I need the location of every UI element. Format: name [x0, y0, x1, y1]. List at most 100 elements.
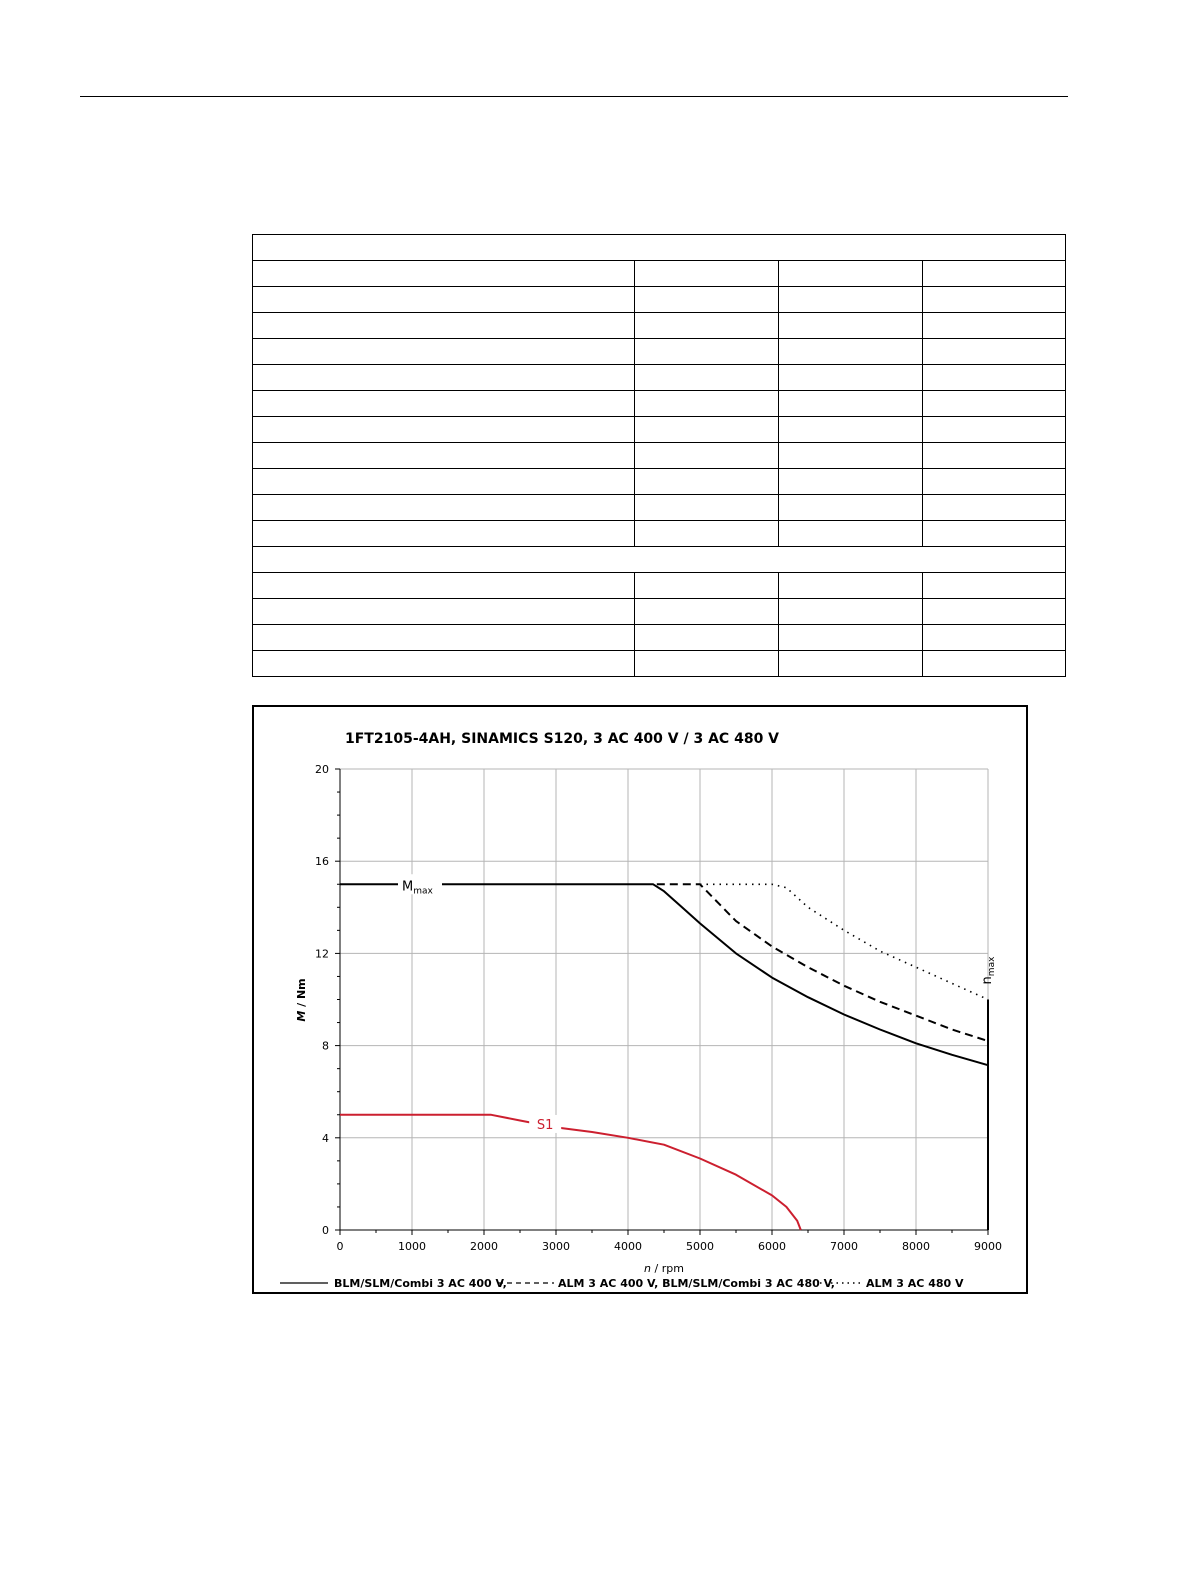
table-cell — [252, 572, 635, 599]
table-cell — [634, 520, 779, 547]
legend-label: BLM/SLM/Combi 3 AC 400 V, — [334, 1277, 507, 1290]
table-cell — [252, 650, 635, 677]
torque-speed-chart: 1FT2105-4AH, SINAMICS S120, 3 AC 400 V /… — [280, 731, 1002, 1290]
table-cell — [634, 364, 779, 391]
x-tick-label: 3000 — [542, 1240, 570, 1253]
series-line-s1 — [340, 1113, 802, 1231]
nmax-label-sub: max — [987, 956, 997, 976]
table-cell — [252, 494, 635, 521]
table-cell — [634, 286, 779, 313]
table-cell — [634, 598, 779, 625]
table-cell — [778, 468, 923, 495]
x-axis-label-symbol: n — [644, 1262, 651, 1275]
x-tick-label: 9000 — [974, 1240, 1002, 1253]
table-cell — [778, 442, 923, 469]
table-cell — [778, 598, 923, 625]
table-row — [252, 468, 1066, 495]
table-cell — [778, 650, 923, 677]
table-cell — [634, 338, 779, 365]
table-row — [252, 312, 1066, 339]
y-tick-label: 20 — [315, 763, 329, 776]
y-tick-label: 0 — [322, 1224, 329, 1237]
y-axis-label-unit: / Nm — [295, 978, 308, 1010]
table-cell — [778, 494, 923, 521]
table-row — [252, 494, 1066, 521]
table-cell — [778, 624, 923, 651]
y-tick-label: 8 — [322, 1040, 329, 1053]
x-axis-label: n / rpm — [644, 1262, 684, 1275]
table-cell — [252, 520, 635, 547]
axes: 0 1000 2000 3000 4000 5000 6000 7000 8000 9000 0 4 8… — [315, 763, 1002, 1253]
table-cell — [922, 520, 1066, 547]
table-cell — [778, 520, 923, 547]
table-cell — [922, 338, 1066, 365]
table-cell — [634, 260, 779, 287]
x-axis-label-unit: / rpm — [651, 1262, 684, 1275]
series — [340, 883, 989, 1231]
y-tick-label: 12 — [315, 947, 329, 960]
header-rule — [80, 96, 1068, 97]
s1-label-bg — [529, 1114, 562, 1133]
mmax-label-bg — [398, 874, 442, 895]
table-cell — [252, 260, 635, 287]
table-row — [252, 650, 1066, 677]
table-cell — [922, 624, 1066, 651]
nmax-label: nmax — [980, 956, 997, 985]
table-cell — [778, 286, 923, 313]
table-cell — [634, 650, 779, 677]
table-row — [252, 572, 1066, 599]
table-cell — [922, 572, 1066, 599]
table-row — [252, 416, 1066, 443]
table-row — [252, 520, 1066, 547]
table-cell — [634, 390, 779, 417]
x-tick-label: 4000 — [614, 1240, 642, 1253]
table-cell — [252, 624, 635, 651]
table-cell — [778, 312, 923, 339]
table-cell — [252, 338, 635, 365]
table-cell — [634, 416, 779, 443]
x-tick-label: 2000 — [470, 1240, 498, 1253]
table-cell — [634, 468, 779, 495]
table-cell — [252, 546, 1066, 573]
x-tick-label: 5000 — [686, 1240, 714, 1253]
table-cell — [922, 650, 1066, 677]
table-cell — [252, 390, 635, 417]
table-cell — [252, 442, 635, 469]
y-axis-label: M / Nm — [295, 978, 308, 1021]
y-tick-label: 16 — [315, 855, 329, 868]
table-cell — [922, 260, 1066, 287]
table-cell — [252, 286, 635, 313]
table-cell — [922, 286, 1066, 313]
chart-title: 1FT2105-4AH, SINAMICS S120, 3 AC 400 V /… — [345, 731, 779, 747]
table-cell — [922, 390, 1066, 417]
table-cell — [922, 598, 1066, 625]
grid — [340, 768, 989, 1230]
table-cell — [778, 338, 923, 365]
x-tick-label: 8000 — [902, 1240, 930, 1253]
table-row — [252, 234, 1066, 261]
chart-frame: 1FT2105-4AH, SINAMICS S120, 3 AC 400 V /… — [252, 705, 1028, 1294]
table-cell — [634, 494, 779, 521]
table-cell — [634, 442, 779, 469]
table-cell — [778, 260, 923, 287]
x-tick-label: 0 — [337, 1240, 344, 1253]
mmax-label-main: M — [402, 879, 413, 894]
table-body — [252, 234, 1066, 677]
table-cell — [778, 572, 923, 599]
mmax-label-sub: max — [413, 886, 433, 896]
table-cell — [252, 364, 635, 391]
table-cell — [634, 572, 779, 599]
table-cell — [252, 416, 635, 443]
table-cell — [778, 390, 923, 417]
table-cell — [252, 312, 635, 339]
table-row — [252, 286, 1066, 313]
table-cell — [922, 494, 1066, 521]
table-row — [252, 624, 1066, 651]
table-row — [252, 390, 1066, 417]
table-cell — [922, 312, 1066, 339]
legend-label: ALM 3 AC 480 V — [866, 1277, 964, 1290]
table-cell — [922, 416, 1066, 443]
x-tick-label: 1000 — [398, 1240, 426, 1253]
table-row — [252, 338, 1066, 365]
